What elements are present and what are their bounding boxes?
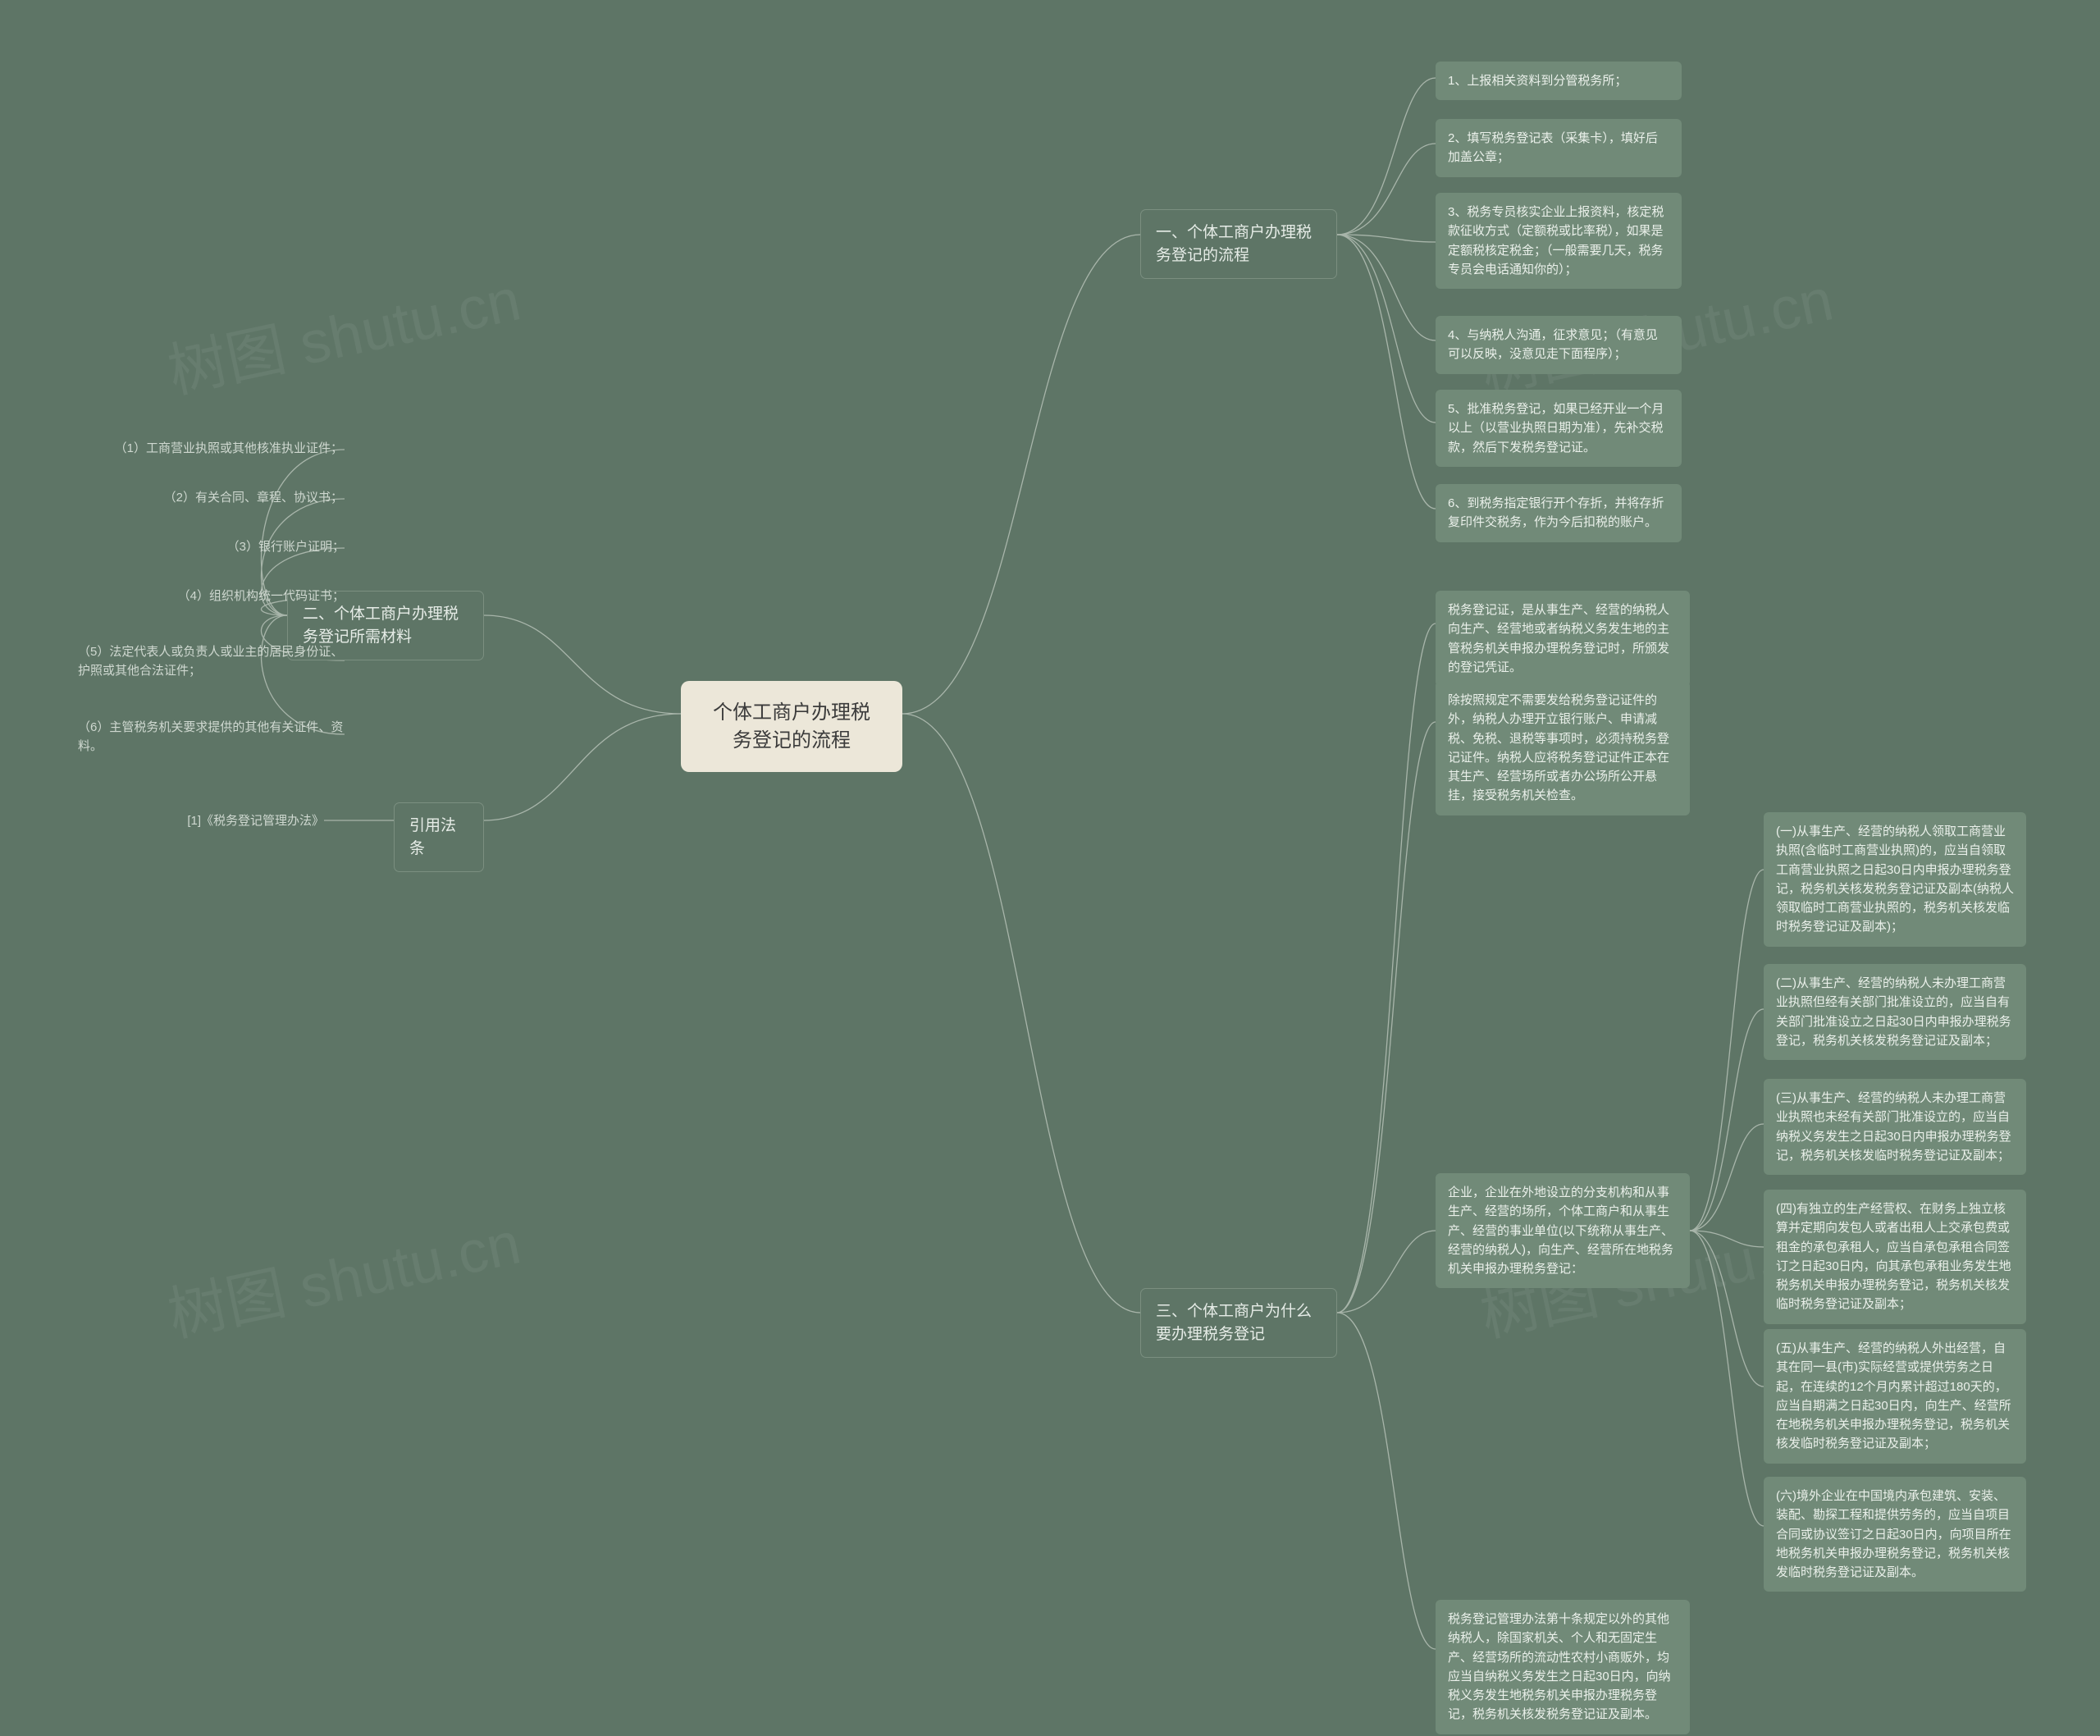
branch-references: 引用法条 bbox=[394, 802, 484, 872]
reference-1: [1]《税务登记管理办法》 bbox=[172, 812, 324, 831]
branch-process: 一、个体工商户办理税务登记的流程 bbox=[1140, 209, 1337, 279]
process-step-1: 1、上报相关资料到分管税务所； bbox=[1436, 62, 1682, 100]
root-node: 个体工商户办理税务登记的流程 bbox=[681, 681, 902, 772]
process-step-5: 5、批准税务登记，如果已经开业一个月以上（以营业执照日期为准），先补交税款，然后… bbox=[1436, 390, 1682, 467]
process-step-4: 4、与纳税人沟通，征求意见；（有意见可以反映，没意见走下面程序）； bbox=[1436, 316, 1682, 374]
watermark: 树图 shutu.cn bbox=[159, 251, 527, 409]
material-5: （5）法定代表人或负责人或业主的居民身份证、护照或其他合法证件； bbox=[78, 643, 345, 680]
why-item-1: 税务登记证，是从事生产、经营的纳税人向生产、经营地或者纳税义务发生地的主管税务机… bbox=[1436, 591, 1690, 687]
why-sub-2: (二)从事生产、经营的纳税人未办理工商营业执照但经有关部门批准设立的，应当自有关… bbox=[1764, 964, 2026, 1060]
why-tail: 税务登记管理办法第十条规定以外的其他纳税人，除国家机关、个人和无固定生产、经营场… bbox=[1436, 1600, 1690, 1734]
why-sub-1: (一)从事生产、经营的纳税人领取工商营业执照(含临时工商营业执照)的，应当自领取… bbox=[1764, 812, 2026, 947]
material-4: （4）组织机构统一代码证书； bbox=[148, 587, 345, 606]
material-6: （6）主管税务机关要求提供的其他有关证件、资料。 bbox=[78, 719, 345, 756]
branch-why: 三、个体工商户为什么要办理税务登记 bbox=[1140, 1288, 1337, 1358]
why-sub-4: (四)有独立的生产经营权、在财务上独立核算并定期向发包人或者出租人上交承包费或租… bbox=[1764, 1190, 2026, 1324]
material-3: （3）银行账户证明； bbox=[185, 538, 345, 557]
why-sub-intro: 企业，企业在外地设立的分支机构和从事生产、经营的场所，个体工商户和从事生产、经营… bbox=[1436, 1173, 1690, 1288]
process-step-3: 3、税务专员核实企业上报资料，核定税款征收方式（定额税或比率税），如果是定额税核… bbox=[1436, 193, 1682, 289]
why-sub-3: (三)从事生产、经营的纳税人未办理工商营业执照也未经有关部门批准设立的，应当自纳… bbox=[1764, 1079, 2026, 1175]
material-1: （1）工商营业执照或其他核准执业证件； bbox=[89, 440, 343, 459]
watermark: 树图 shutu.cn bbox=[159, 1195, 527, 1353]
process-step-2: 2、填写税务登记表（采集卡），填好后加盖公章； bbox=[1436, 119, 1682, 177]
why-sub-6: (六)境外企业在中国境内承包建筑、安装、装配、勘探工程和提供劳务的，应当自项目合… bbox=[1764, 1477, 2026, 1592]
why-item-2: 除按照规定不需要发给税务登记证件的外，纳税人办理开立银行账户、申请减税、免税、退… bbox=[1436, 681, 1690, 815]
why-sub-5: (五)从事生产、经营的纳税人外出经营，自其在同一县(市)实际经营或提供劳务之日起… bbox=[1764, 1329, 2026, 1464]
material-2: （2）有关合同、章程、协议书； bbox=[148, 489, 343, 508]
process-step-6: 6、到税务指定银行开个存折，并将存折复印件交税务，作为今后扣税的账户。 bbox=[1436, 484, 1682, 542]
